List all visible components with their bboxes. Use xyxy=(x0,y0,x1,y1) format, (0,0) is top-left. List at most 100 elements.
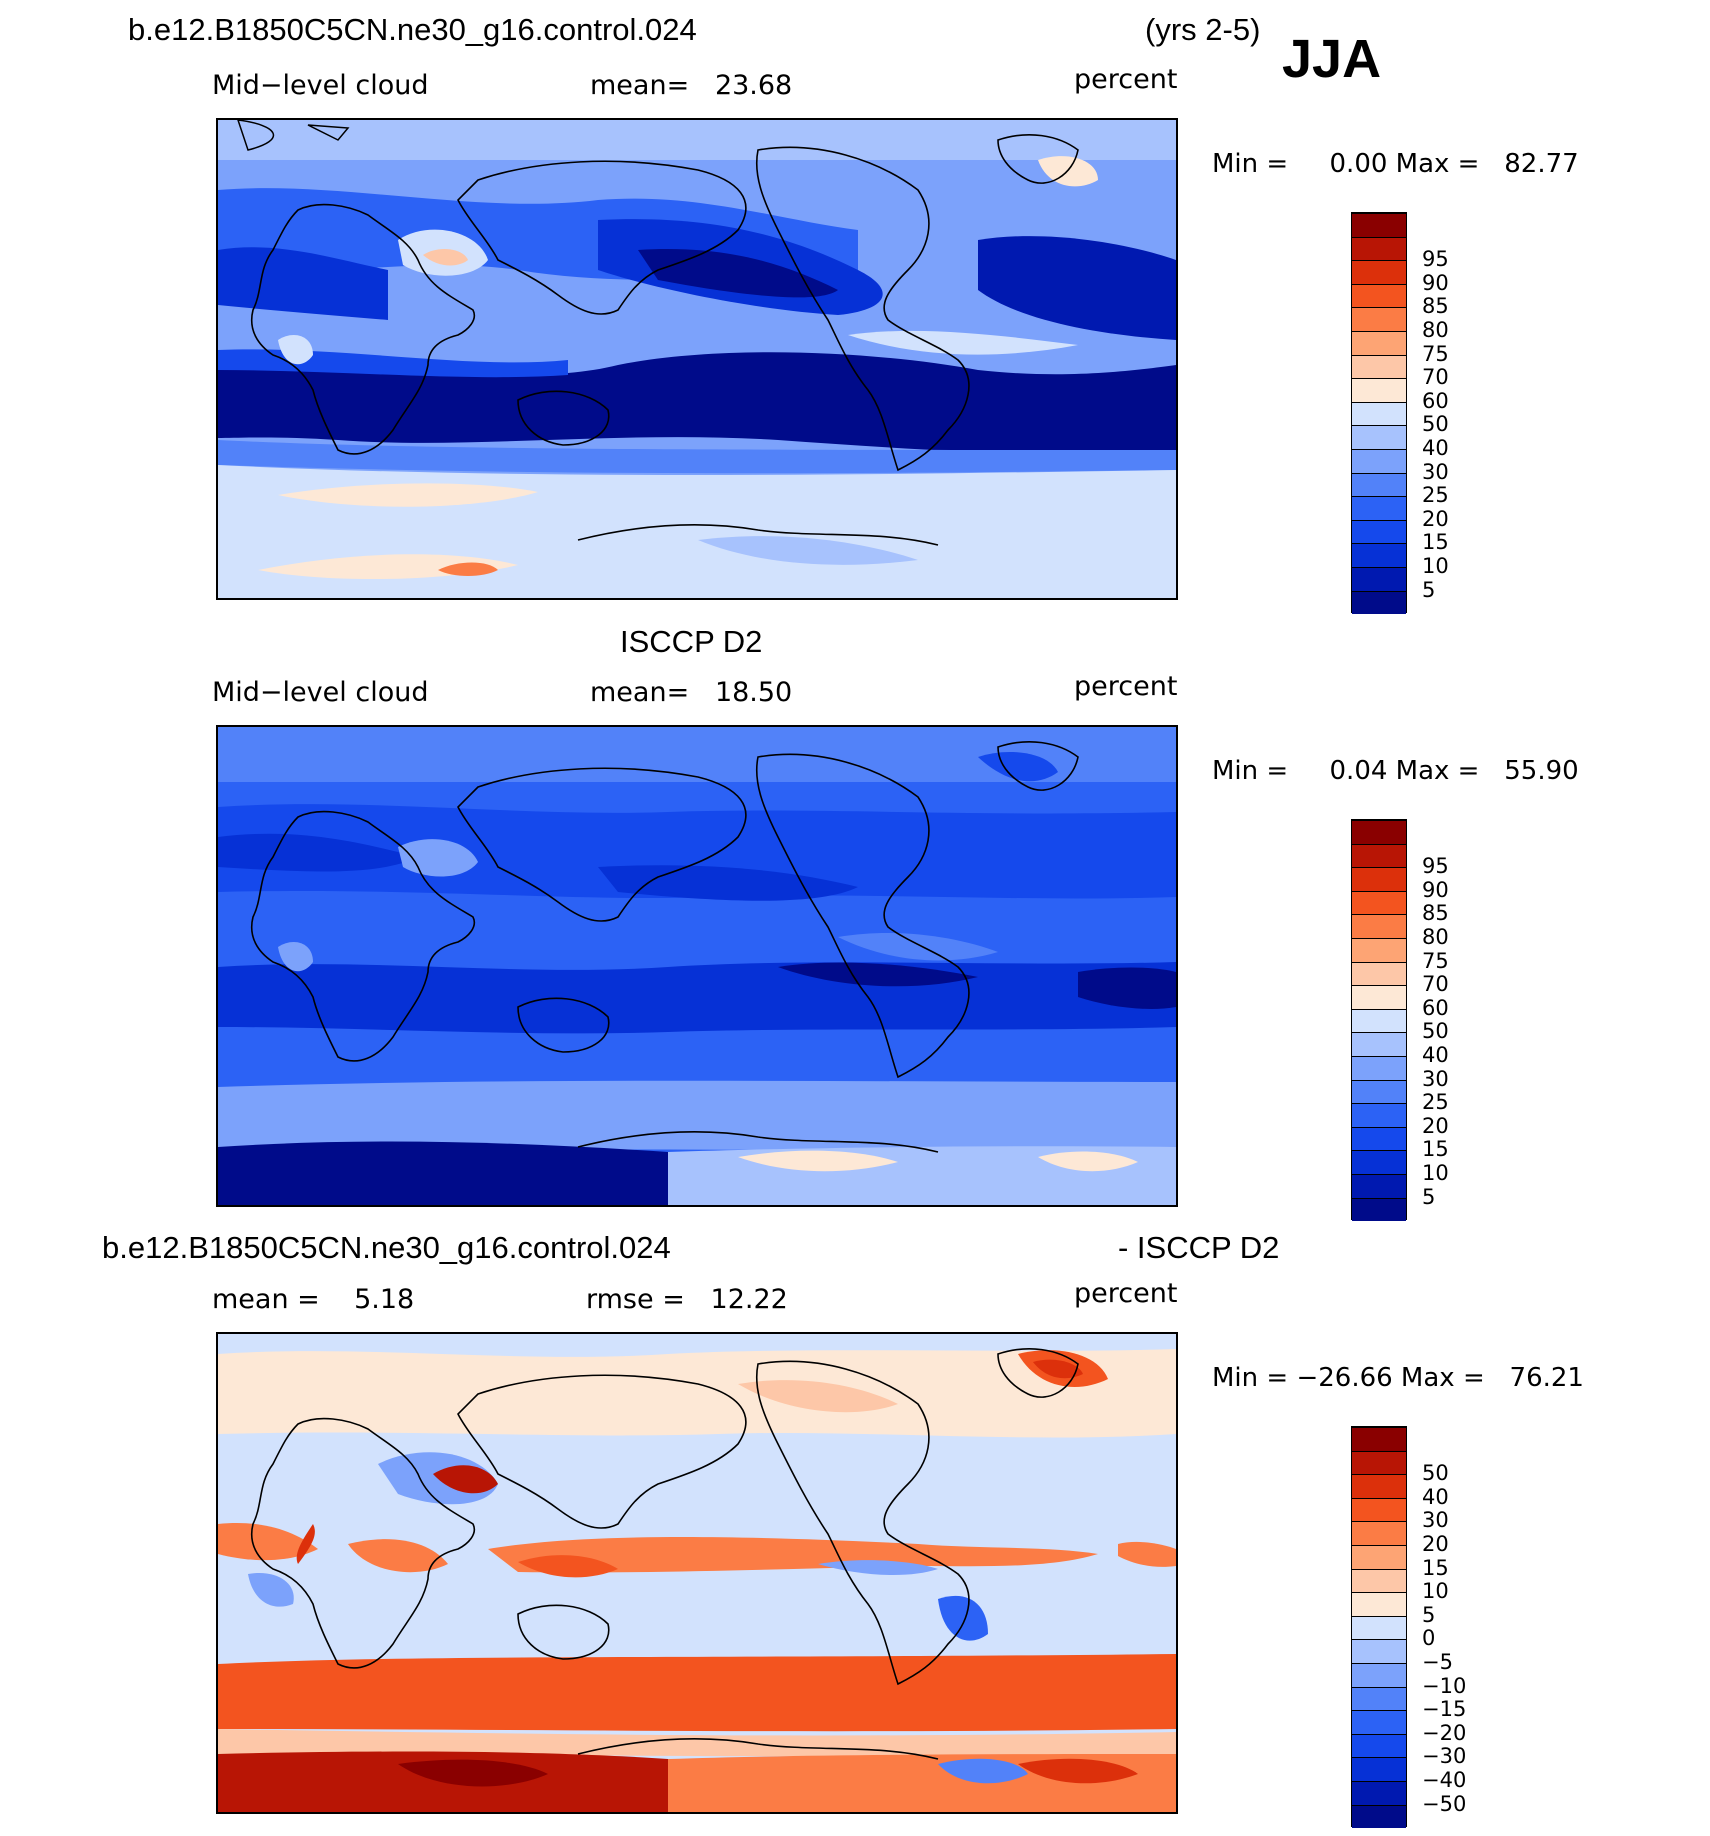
colorbar-swatch xyxy=(1352,1639,1406,1663)
colorbar-tick-label: 15 xyxy=(1422,1555,1449,1580)
panel-diff-title-left: b.e12.B1850C5CN.ne30_g16.control.024 xyxy=(102,1230,671,1265)
panel-diff-title-right: - ISCCP D2 xyxy=(1118,1230,1280,1265)
colorbar-tick-label: −40 xyxy=(1422,1768,1467,1792)
colorbar-tick-label: 60 xyxy=(1422,388,1449,413)
colorbar-swatch xyxy=(1352,1032,1406,1056)
colorbar-tick-label: 15 xyxy=(1422,530,1449,555)
colorbar-swatch xyxy=(1352,1126,1406,1151)
colorbar-tick-label: −50 xyxy=(1422,1791,1467,1816)
panel-model-variable: Mid−level cloud xyxy=(212,70,429,101)
colorbar-swatch xyxy=(1352,401,1406,426)
colorbar-swatch xyxy=(1352,1008,1406,1033)
colorbar-tick-label: 95 xyxy=(1422,247,1449,272)
colorbar-swatch xyxy=(1352,820,1406,844)
colorbar-diff xyxy=(1351,1426,1407,1829)
colorbar-obs xyxy=(1351,819,1407,1222)
colorbar-swatch xyxy=(1352,543,1406,567)
colorbar-tick-label: 10 xyxy=(1422,1161,1449,1185)
colorbar-swatch xyxy=(1352,1663,1406,1687)
colorbar-swatch xyxy=(1352,1497,1406,1522)
colorbar-swatch xyxy=(1352,1757,1406,1781)
colorbar-swatch xyxy=(1352,1781,1406,1805)
years-label: (yrs 2-5) xyxy=(1145,12,1261,47)
colorbar-swatch xyxy=(1352,1103,1406,1127)
panel-obs-minmax: Min = 0.04 Max = 55.90 xyxy=(1212,756,1579,786)
colorbar-tick-label: 30 xyxy=(1422,1066,1449,1091)
panel-obs-variable: Mid−level cloud xyxy=(212,677,429,708)
colorbar-tick-label: 30 xyxy=(1422,1508,1449,1533)
panel-obs-contours xyxy=(218,727,1176,1205)
colorbar-swatch xyxy=(1352,1733,1406,1758)
colorbar-tick-label: −15 xyxy=(1422,1697,1467,1722)
colorbar-tick-label: 20 xyxy=(1422,506,1449,531)
colorbar-tick-label: 30 xyxy=(1422,459,1449,484)
colorbar-tick-label: 70 xyxy=(1422,972,1449,997)
colorbar-swatch xyxy=(1352,590,1406,615)
panel-obs-units: percent xyxy=(1074,671,1178,702)
colorbar-tick-label: 20 xyxy=(1422,1113,1449,1138)
colorbar-swatch xyxy=(1352,1592,1406,1616)
colorbar-tick-label: −30 xyxy=(1422,1744,1467,1769)
colorbar-tick-label: 5 xyxy=(1422,1602,1436,1627)
colorbar-swatch xyxy=(1352,890,1406,915)
colorbar-tick-label: 90 xyxy=(1422,270,1449,295)
colorbar-tick-label: 75 xyxy=(1422,948,1449,973)
colorbar-swatch xyxy=(1352,496,1406,520)
panel-diff-rmse: rmse = 12.22 xyxy=(586,1284,788,1315)
colorbar-tick-label: 5 xyxy=(1422,577,1436,602)
colorbar-swatch xyxy=(1352,425,1406,449)
colorbar-tick-label: 20 xyxy=(1422,1532,1449,1556)
colorbar-swatch xyxy=(1352,938,1406,962)
colorbar-swatch xyxy=(1352,567,1406,591)
colorbar-tick-label: 50 xyxy=(1422,1461,1449,1486)
colorbar-swatch xyxy=(1352,1174,1406,1198)
colorbar-swatch xyxy=(1352,354,1406,379)
colorbar-swatch xyxy=(1352,1686,1406,1711)
colorbar-tick-label: 60 xyxy=(1422,995,1449,1020)
colorbar-swatch xyxy=(1352,1568,1406,1593)
colorbar-swatch xyxy=(1352,331,1406,355)
colorbar-tick-label: −10 xyxy=(1422,1673,1467,1698)
colorbar-swatch xyxy=(1352,472,1406,497)
colorbar-tick-label: 25 xyxy=(1422,483,1449,508)
colorbar-tick-label: 25 xyxy=(1422,1090,1449,1115)
colorbar-swatch xyxy=(1352,1150,1406,1174)
colorbar-tick-label: 80 xyxy=(1422,318,1449,342)
colorbar-swatch xyxy=(1352,213,1406,237)
colorbar-tick-label: 50 xyxy=(1422,412,1449,437)
colorbar-tick-label: −5 xyxy=(1422,1650,1453,1674)
colorbar-tick-label: 85 xyxy=(1422,294,1449,319)
colorbar-tick-label: 0 xyxy=(1422,1626,1436,1651)
panel-diff-mean: mean = 5.18 xyxy=(212,1284,415,1315)
panel-diff-minmax: Min = −26.66 Max = 76.21 xyxy=(1212,1363,1584,1393)
colorbar-swatch xyxy=(1352,1804,1406,1829)
colorbar-tick-label: 5 xyxy=(1422,1184,1436,1209)
colorbar-swatch xyxy=(1352,283,1406,308)
colorbar-tick-label: 85 xyxy=(1422,901,1449,926)
panel-model-minmax: Min = 0.00 Max = 82.77 xyxy=(1212,149,1579,179)
colorbar-swatch xyxy=(1352,1521,1406,1545)
colorbar-swatch xyxy=(1352,1427,1406,1451)
colorbar-swatch xyxy=(1352,449,1406,473)
colorbar-swatch xyxy=(1352,914,1406,938)
case-title: b.e12.B1850C5CN.ne30_g16.control.024 xyxy=(128,12,697,47)
colorbar-swatch xyxy=(1352,1079,1406,1104)
colorbar-swatch xyxy=(1352,236,1406,261)
panel-diff-contours xyxy=(218,1334,1176,1812)
panel-model-map xyxy=(216,118,1178,600)
panel-diff-map xyxy=(216,1332,1178,1814)
colorbar-swatch xyxy=(1352,961,1406,986)
colorbar-tick-label: 40 xyxy=(1422,1484,1449,1509)
colorbar-swatch xyxy=(1352,1056,1406,1080)
colorbar-tick-label: 80 xyxy=(1422,925,1449,949)
panel-obs-mean: mean= 18.50 xyxy=(590,677,793,708)
colorbar-tick-label: 40 xyxy=(1422,436,1449,460)
colorbar-tick-label: 70 xyxy=(1422,365,1449,390)
panel-diff-units: percent xyxy=(1074,1278,1178,1309)
colorbar-swatch xyxy=(1352,843,1406,868)
colorbar-tick-label: 15 xyxy=(1422,1137,1449,1162)
panel-model-units: percent xyxy=(1074,64,1178,95)
colorbar-swatch xyxy=(1352,1710,1406,1734)
panel-obs-title: ISCCP D2 xyxy=(620,624,763,659)
colorbar-swatch xyxy=(1352,378,1406,402)
